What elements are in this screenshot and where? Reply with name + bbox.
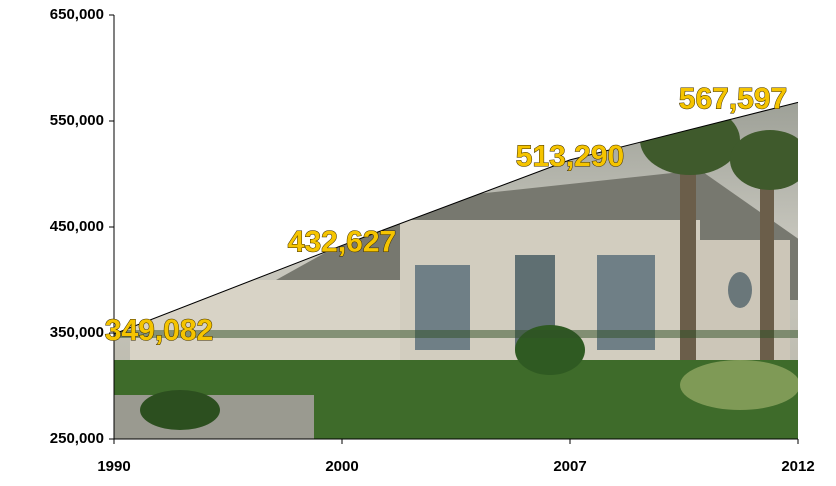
area-line (113, 101, 799, 335)
data-label: 349,082 (105, 314, 213, 347)
y-tick-label: 650,000 (50, 6, 104, 23)
x-tick-label: 1990 (97, 458, 130, 475)
data-label: 432,627 (288, 225, 396, 258)
x-tick-label: 2012 (781, 458, 814, 475)
y-tick-label: 350,000 (50, 324, 104, 341)
y-tick-label: 250,000 (50, 430, 104, 447)
data-label: 567,597 (679, 82, 787, 115)
area-fill-photo (114, 102, 798, 440)
x-tick-label: 2000 (325, 458, 358, 475)
y-tick-label: 450,000 (50, 218, 104, 235)
x-tick-label: 2007 (553, 458, 586, 475)
data-label: 513,290 (516, 140, 624, 173)
y-tick-label: 550,000 (50, 112, 104, 129)
